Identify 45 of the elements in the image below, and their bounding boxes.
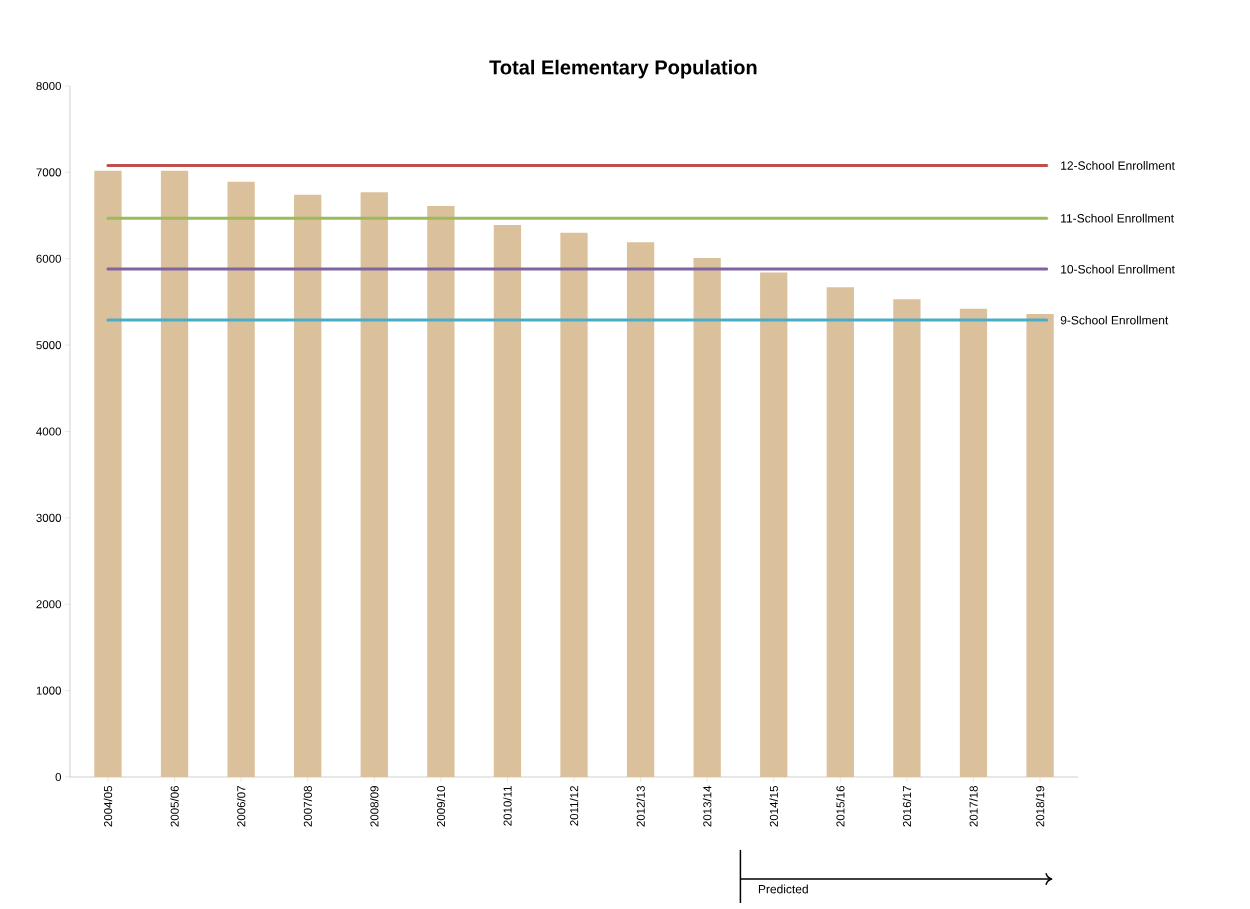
y-tick-label: 6000 [36, 254, 62, 263]
bar [893, 299, 921, 777]
y-tick-label: 8000 [36, 81, 62, 91]
bar [626, 242, 655, 777]
y-tick-label: 5000 [36, 341, 62, 350]
bar [959, 308, 988, 777]
bar [1026, 314, 1054, 777]
x-tick-label: 2017/18 [969, 786, 978, 827]
bar [493, 225, 522, 777]
ref-line-label: 9-School Enrollment [1060, 315, 1169, 325]
x-tick-label: 2013/14 [702, 785, 712, 827]
x-tick-label: 2018/19 [1035, 786, 1045, 827]
y-tick-label: 1000 [36, 686, 62, 695]
bar [360, 192, 388, 777]
y-tick-label: 2000 [36, 600, 62, 609]
x-tick-label: 2005/06 [170, 786, 179, 827]
x-tick-label: 2011/12 [569, 786, 579, 826]
ref-line-label: 12-School Enrollment [1061, 161, 1175, 170]
bar [826, 287, 854, 777]
x-tick-label: 2012/13 [636, 786, 645, 827]
x-tick-label: 2015/16 [836, 786, 845, 827]
ref-line-label: 11-School Enrollment [1061, 213, 1174, 223]
bar [760, 272, 788, 777]
x-tick-label: 2008/09 [370, 786, 379, 827]
x-tick-label: 2007/08 [303, 786, 312, 827]
x-tick-label: 2006/07 [236, 786, 246, 827]
x-tick-label: 2004/05 [103, 786, 113, 827]
bar [427, 206, 455, 777]
x-tick-label: 2010/11 [503, 786, 512, 826]
bar [560, 232, 588, 777]
bar [294, 194, 322, 777]
bar [94, 170, 122, 777]
y-tick-label: 7000 [36, 168, 62, 177]
y-tick-label: 0 [55, 772, 62, 782]
text: Predicted [758, 884, 808, 894]
y-tick-label: 4000 [36, 427, 62, 436]
x-tick-label: 2016/17 [902, 786, 912, 827]
bar [693, 257, 721, 777]
y-tick-label: 3000 [36, 513, 62, 522]
x-tick-label: 2009/10 [436, 785, 446, 827]
bar [227, 181, 255, 777]
bar [160, 170, 189, 777]
ref-line-label: 10-School Enrollment [1061, 264, 1175, 274]
chart-title: Total Elementary Population [489, 59, 757, 79]
x-tick-label: 2014/15 [769, 786, 778, 827]
